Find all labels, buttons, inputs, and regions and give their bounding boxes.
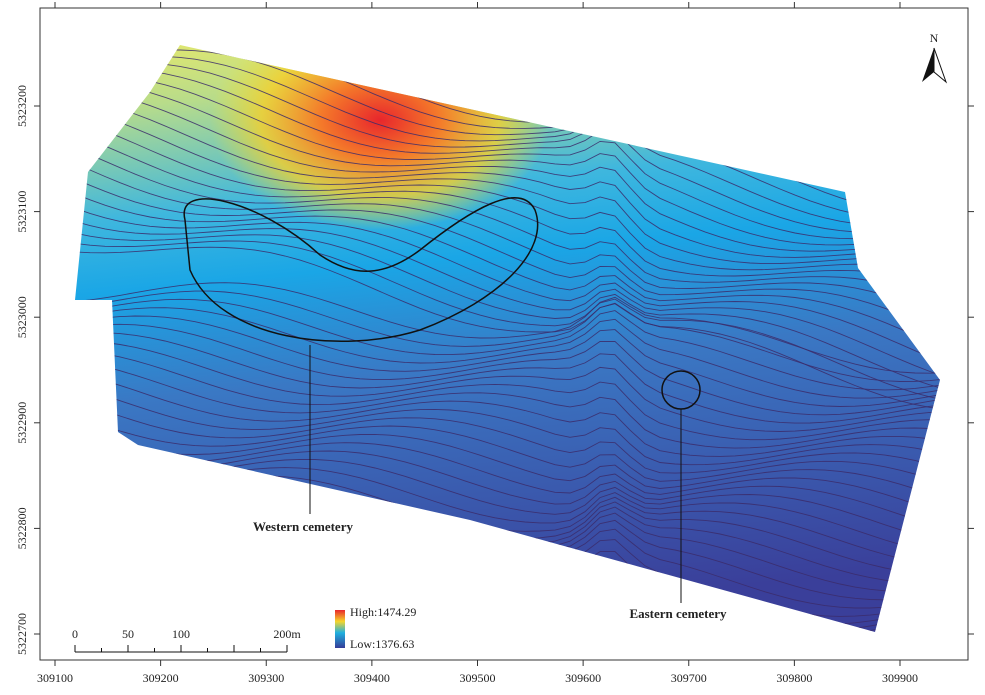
y-tick-label: 5323000 [15,296,29,338]
y-tick-label: 5322700 [15,613,29,655]
x-tick-label: 309400 [354,671,390,685]
x-tick-label: 309300 [248,671,284,685]
elevation-peak [210,10,550,230]
contour [60,622,960,695]
contour [60,607,960,684]
legend-ramp [335,610,345,648]
legend-low: Low:1376.63 [350,637,414,651]
x-tick-label: 309600 [565,671,601,685]
eastern-label: Eastern cemetery [629,606,727,621]
y-tick-label: 5323200 [15,85,29,127]
y-tick-label: 5322900 [15,402,29,444]
terrain [60,6,960,695]
western-label: Western cemetery [253,519,353,534]
map: Western cemetery Eastern cemetery N High… [0,0,985,695]
x-tick-label: 309200 [143,671,179,685]
north-arrow [934,48,946,82]
north-arrow [922,48,934,82]
y-tick-label: 5322800 [15,507,29,549]
scale-label: 50 [122,627,134,641]
legend-high: High:1474.29 [350,605,416,619]
x-tick-label: 309100 [37,671,73,685]
scale-label: 0 [72,627,78,641]
scale-bar: 0 50 100 200m [72,627,301,652]
y-tick-label: 5323100 [15,191,29,233]
north-label: N [930,31,939,45]
x-tick-label: 309500 [460,671,496,685]
scale-label: 200m [273,627,301,641]
x-tick-label: 309900 [882,671,918,685]
x-tick-label: 309700 [671,671,707,685]
scale-label: 100 [172,627,190,641]
x-tick-label: 309800 [776,671,812,685]
